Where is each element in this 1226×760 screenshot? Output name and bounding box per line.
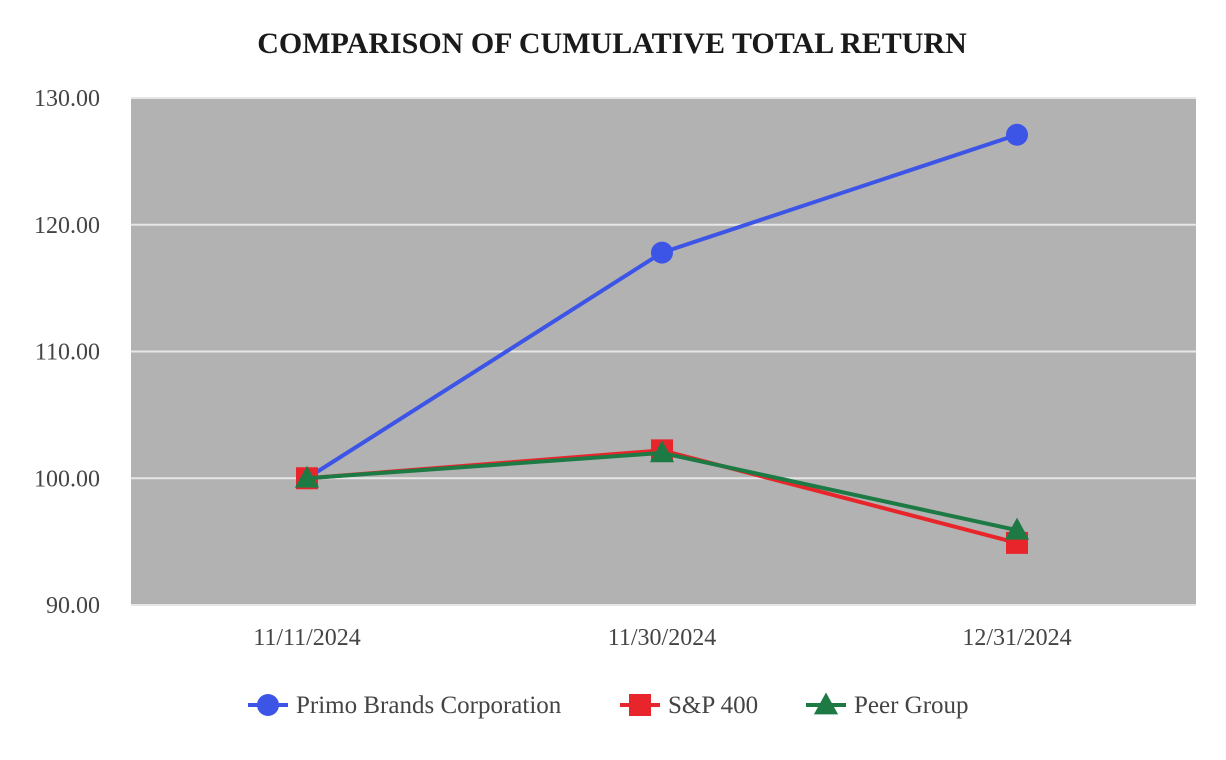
y-tick-label: 110.00	[35, 340, 100, 366]
data-point	[649, 440, 675, 463]
legend-marker	[813, 692, 839, 715]
y-tick-label: 130.00	[34, 86, 100, 112]
legend-label: Peer Group	[854, 692, 969, 719]
x-tick-label: 12/31/2024	[962, 625, 1071, 651]
legend-marker	[257, 694, 279, 716]
y-tick-label: 120.00	[34, 213, 100, 239]
y-tick-label: 100.00	[34, 466, 100, 492]
series-layer	[294, 123, 1030, 554]
series-2	[294, 440, 1030, 540]
chart-title: COMPARISON OF CUMULATIVE TOTAL RETURN	[257, 27, 967, 60]
legend: Primo Brands Corporation S&P 400 Peer Grou…	[248, 692, 969, 719]
legend-marker	[629, 694, 651, 716]
y-axis: 90.00 100.00 110.00 120.00 130.00	[34, 86, 100, 619]
data-point	[1004, 517, 1030, 540]
legend-item: S&P 400	[620, 692, 758, 719]
data-point	[651, 241, 673, 264]
data-point	[294, 465, 320, 488]
legend-label: S&P 400	[668, 692, 758, 719]
legend-label: Primo Brands Corporation	[296, 692, 562, 719]
legend-item: Peer Group	[806, 692, 969, 719]
y-tick-label: 90.00	[46, 593, 100, 619]
legend-item: Primo Brands Corporation	[248, 692, 562, 719]
x-tick-label: 11/11/2024	[253, 625, 361, 651]
data-point	[1006, 123, 1028, 146]
x-axis: 11/11/2024 11/30/2024 12/31/2024	[253, 625, 1071, 651]
x-tick-label: 11/30/2024	[608, 625, 716, 651]
